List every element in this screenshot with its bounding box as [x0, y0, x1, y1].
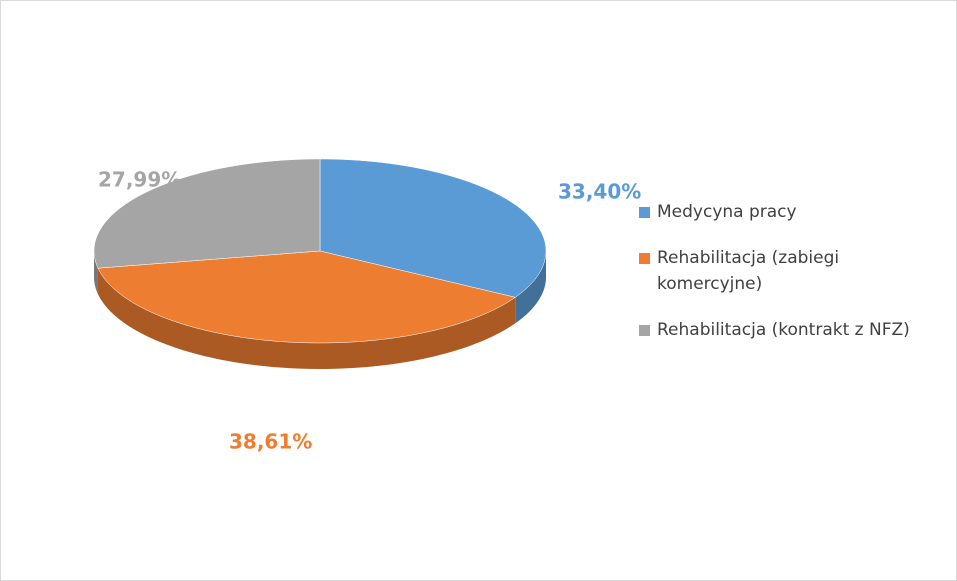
- legend-swatch: [639, 253, 650, 264]
- data-label: 38,61%: [229, 430, 312, 454]
- legend-swatch: [639, 207, 650, 218]
- slice: [319, 158, 547, 298]
- legend-swatch: [639, 325, 650, 336]
- slice-side: [94, 251, 98, 295]
- data-label: 27,99%: [98, 168, 181, 192]
- slice-side: [97, 268, 516, 369]
- legend-entry: Rehabilitacja (kontrakt z NFZ): [639, 317, 949, 343]
- legend-label: Medycyna pracy: [657, 202, 797, 222]
- legend-label: Rehabilitacja (zabiegi komercyjne): [657, 248, 840, 294]
- legend: Medycyna pracy Rehabilitacja (zabiegi kom…: [639, 199, 949, 363]
- legend-entry: Rehabilitacja (zabiegi komercyjne): [639, 245, 949, 297]
- legend-label: Rehabilitacja (kontrakt z NFZ): [657, 320, 910, 340]
- slice-side: [515, 251, 546, 324]
- slice: [93, 158, 321, 269]
- legend-entry: Medycyna pracy: [639, 199, 949, 225]
- slice: [97, 250, 516, 344]
- data-label: 33,40%: [558, 180, 641, 204]
